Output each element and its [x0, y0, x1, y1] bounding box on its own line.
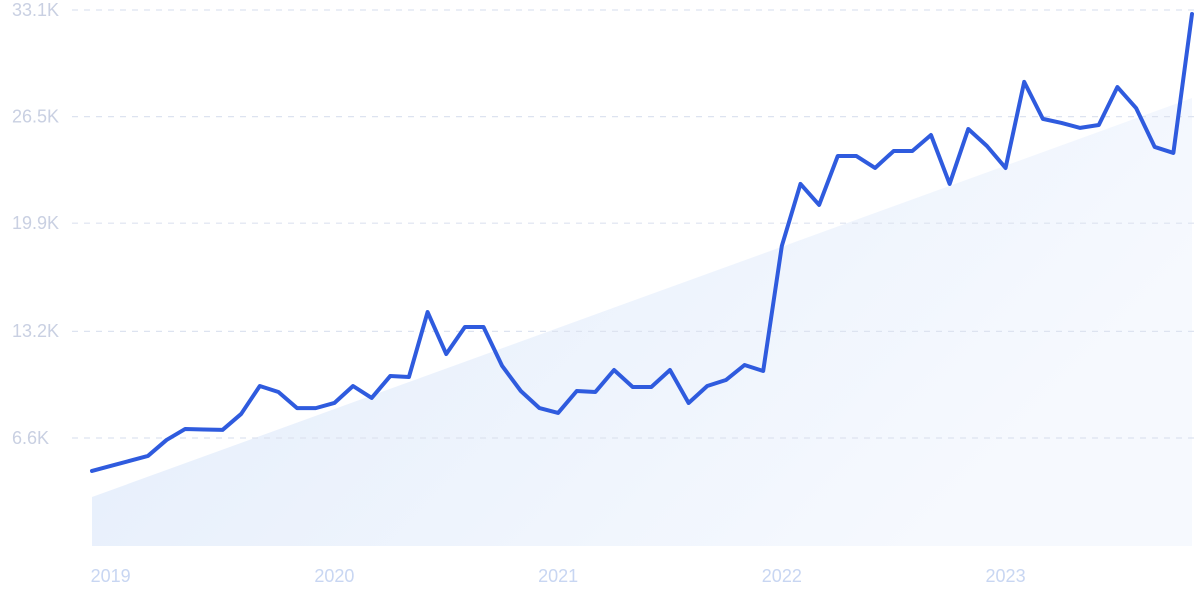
y-tick-label: 6.6K [12, 428, 49, 448]
data-line [90, 12, 1194, 473]
x-tick-label: 2022 [762, 566, 802, 586]
x-tick-label: 2020 [314, 566, 354, 586]
x-tick-label: 2023 [986, 566, 1026, 586]
x-tick-label: 2019 [91, 566, 131, 586]
y-tick-label: 13.2K [12, 321, 59, 341]
x-tick-label: 2021 [538, 566, 578, 586]
y-tick-label: 26.5K [12, 106, 59, 126]
y-tick-label: 33.1K [12, 0, 59, 20]
y-tick-label: 19.9K [12, 213, 59, 233]
trend-area [92, 98, 1192, 546]
